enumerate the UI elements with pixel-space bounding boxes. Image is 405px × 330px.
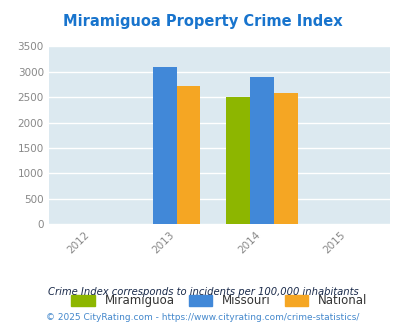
Legend: Miramiguoa, Missouri, National: Miramiguoa, Missouri, National bbox=[71, 294, 366, 308]
Text: Crime Index corresponds to incidents per 100,000 inhabitants: Crime Index corresponds to incidents per… bbox=[47, 287, 358, 297]
Text: Miramiguoa Property Crime Index: Miramiguoa Property Crime Index bbox=[63, 14, 342, 29]
Bar bbox=[226, 97, 249, 224]
Bar bbox=[273, 92, 297, 224]
Bar bbox=[249, 77, 273, 224]
Bar bbox=[152, 67, 176, 224]
Text: © 2025 CityRating.com - https://www.cityrating.com/crime-statistics/: © 2025 CityRating.com - https://www.city… bbox=[46, 313, 359, 322]
Bar bbox=[176, 86, 200, 224]
